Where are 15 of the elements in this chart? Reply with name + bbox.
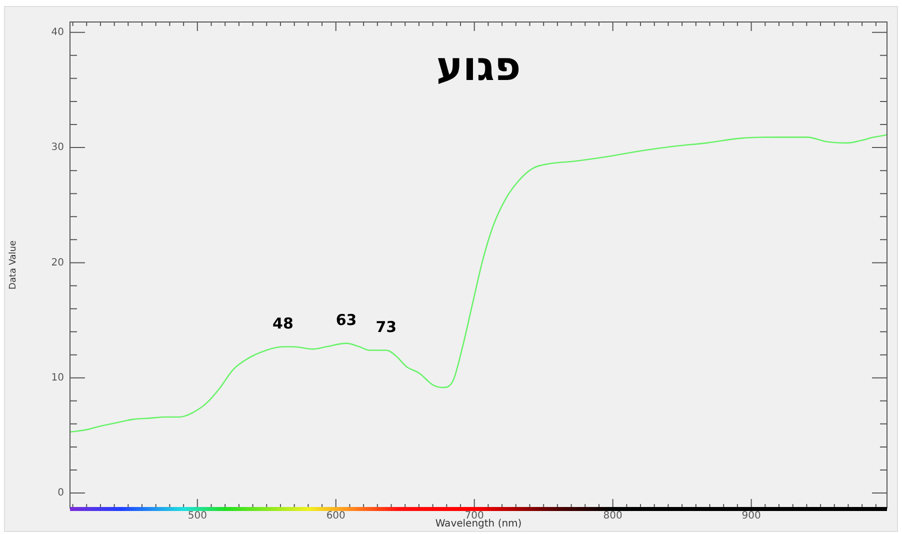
y-tick-label: 20 [51,257,64,268]
line-series [70,134,887,433]
annotation: 48 [272,314,294,333]
x-tick-label: 900 [742,510,761,522]
y-tick-label: 0 [58,488,64,499]
x-tick-label: 800 [603,510,622,522]
y-tick-label: 30 [51,142,64,154]
text: פגוע [436,44,521,90]
x-tick-label: 500 [188,510,207,522]
y-axis-title: Data Value [8,240,19,290]
annotation: 63 [336,311,357,330]
x-tick-label: 600 [326,510,346,522]
y-tick-label: 10 [51,372,64,384]
annotation: 73 [376,318,397,336]
y-tick-label: 40 [51,26,64,38]
